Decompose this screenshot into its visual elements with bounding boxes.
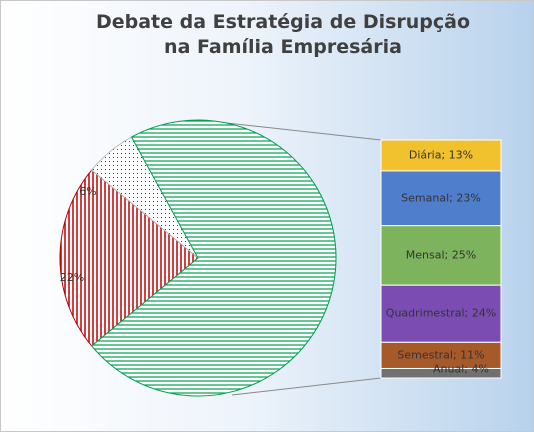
data-label: Semanal; 23% bbox=[401, 191, 481, 204]
bar-segment bbox=[380, 341, 502, 369]
connector bbox=[231, 377, 382, 396]
data-label: Anual; 4% bbox=[433, 362, 489, 375]
pie-slice bbox=[90, 119, 337, 397]
bar-segment bbox=[380, 284, 502, 343]
bar-segment bbox=[380, 367, 502, 379]
data-label: Quadrimestral; 24% bbox=[386, 307, 496, 320]
data-label: Mensal; 25% bbox=[406, 248, 476, 261]
data-label: Diária; 13% bbox=[409, 148, 473, 161]
pie-slice bbox=[59, 169, 199, 347]
data-label: Semestral; 11% bbox=[397, 348, 484, 361]
data-label: 6% bbox=[79, 185, 96, 198]
chart-title: Debate da Estratégia de Disrupção na Famí… bbox=[96, 11, 470, 58]
data-label: 22% bbox=[60, 271, 84, 284]
